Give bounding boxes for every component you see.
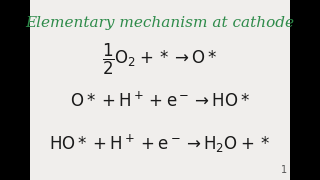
Text: $\mathrm{O*} + \mathrm{H^+} + \mathrm{e^-} \rightarrow \mathrm{HO*}$: $\mathrm{O*} + \mathrm{H^+} + \mathrm{e^… [70, 91, 250, 111]
Text: $\dfrac{1}{2}\mathrm{O_2} + * \rightarrow \mathrm{O*}$: $\dfrac{1}{2}\mathrm{O_2} + * \rightarro… [102, 42, 218, 77]
Text: Elementary mechanism at cathode: Elementary mechanism at cathode [26, 16, 294, 30]
Text: 1: 1 [281, 165, 287, 175]
Text: $\mathrm{HO*} + \mathrm{H^+} + \mathrm{e^-} \rightarrow \mathrm{H_2O} + *$: $\mathrm{HO*} + \mathrm{H^+} + \mathrm{e… [49, 133, 271, 155]
FancyBboxPatch shape [30, 0, 290, 180]
